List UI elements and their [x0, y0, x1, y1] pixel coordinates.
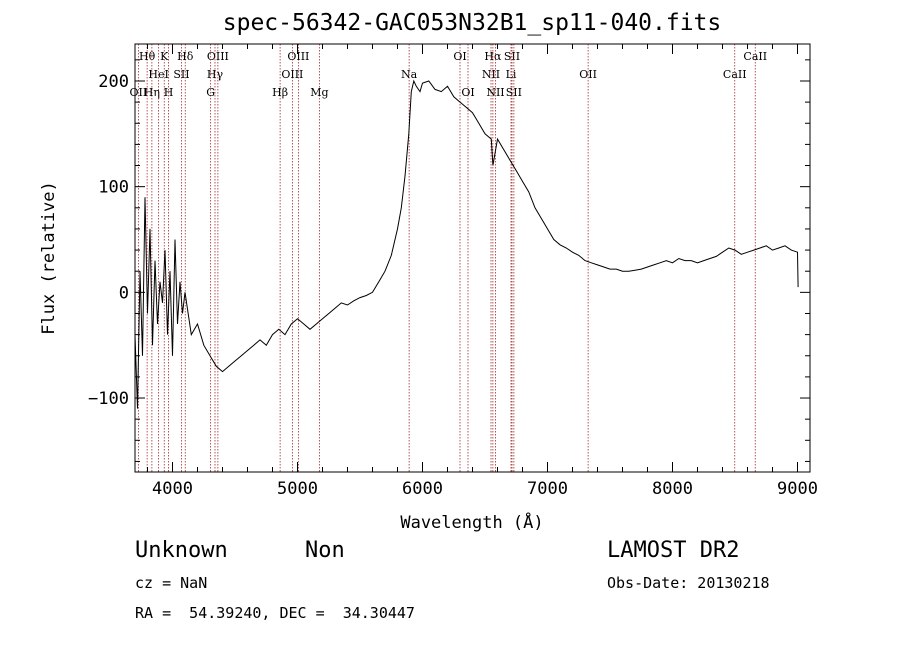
- spectral-line-label: SII: [173, 68, 189, 81]
- spectral-line-label: OII: [579, 68, 597, 81]
- spectral-line-label: OIII: [207, 50, 229, 63]
- spectral-line-label: Li: [506, 68, 517, 81]
- object-subclass: Non: [305, 538, 345, 563]
- spectral-line-label: CaII: [743, 50, 767, 63]
- chart-title: spec-56342-GAC053N32B1_sp11-040.fits: [223, 10, 722, 36]
- spectral-line-label: CaII: [723, 68, 747, 81]
- observation-date: Obs-Date: 20130218: [607, 574, 770, 592]
- coordinates-readout: RA = 54.39240, DEC = 34.30447: [135, 604, 415, 622]
- y-axis: −100 0 100 200: [88, 59, 810, 462]
- spectral-line-label: Hα: [484, 50, 502, 63]
- spectral-line-label: K: [160, 50, 169, 63]
- plot-frame: [134, 43, 811, 473]
- y-tick-label: 0: [119, 283, 129, 303]
- spectral-line-label: OIII: [287, 50, 309, 63]
- object-class: Unknown: [135, 538, 228, 563]
- spectral-line-label: NII: [486, 86, 504, 99]
- spectral-line-label: Hδ: [177, 50, 194, 63]
- spectral-line-label: OIII: [281, 68, 303, 81]
- spectrum-line: [134, 79, 799, 409]
- spectral-line-label: OI: [453, 50, 466, 63]
- x-tick-label: 9000: [777, 479, 818, 499]
- spectral-line-label: Mg: [310, 86, 328, 99]
- spectral-line-label: Hγ: [207, 68, 224, 81]
- spectral-line-label: Na: [401, 68, 418, 81]
- spectral-line-label: OII: [130, 86, 148, 99]
- spectral-line-label: HeI: [148, 68, 168, 81]
- spectral-line-label: H: [164, 86, 174, 99]
- spectral-line-label: NII: [482, 68, 500, 81]
- x-tick-label: 4000: [152, 479, 193, 499]
- x-tick-label: 6000: [402, 479, 443, 499]
- x-axis: 4000 5000 6000 7000 8000 9000: [147, 44, 818, 499]
- spectral-line-label: OI: [461, 86, 474, 99]
- x-tick-label: 5000: [277, 479, 318, 499]
- spectral-line-label: SII: [506, 86, 522, 99]
- redshift-readout: cz = NaN: [135, 574, 208, 592]
- y-tick-label: 100: [98, 178, 129, 198]
- spectral-line-label: G: [206, 86, 215, 99]
- spectral-line-label: Hβ: [272, 86, 288, 99]
- y-tick-label: −100: [88, 389, 129, 409]
- spectrum-series: [134, 79, 799, 409]
- spectral-line-label: Hθ: [139, 50, 156, 63]
- x-tick-label: 7000: [527, 479, 568, 499]
- spectral-line-label: SII: [504, 50, 520, 63]
- y-axis-label: Flux (relative): [39, 181, 59, 335]
- x-axis-label: Wavelength (Å): [400, 511, 543, 533]
- y-tick-label: 200: [98, 72, 129, 92]
- x-tick-label: 8000: [652, 479, 693, 499]
- survey-name: LAMOST DR2: [607, 538, 740, 563]
- spectral-line-label: Hη: [144, 86, 160, 99]
